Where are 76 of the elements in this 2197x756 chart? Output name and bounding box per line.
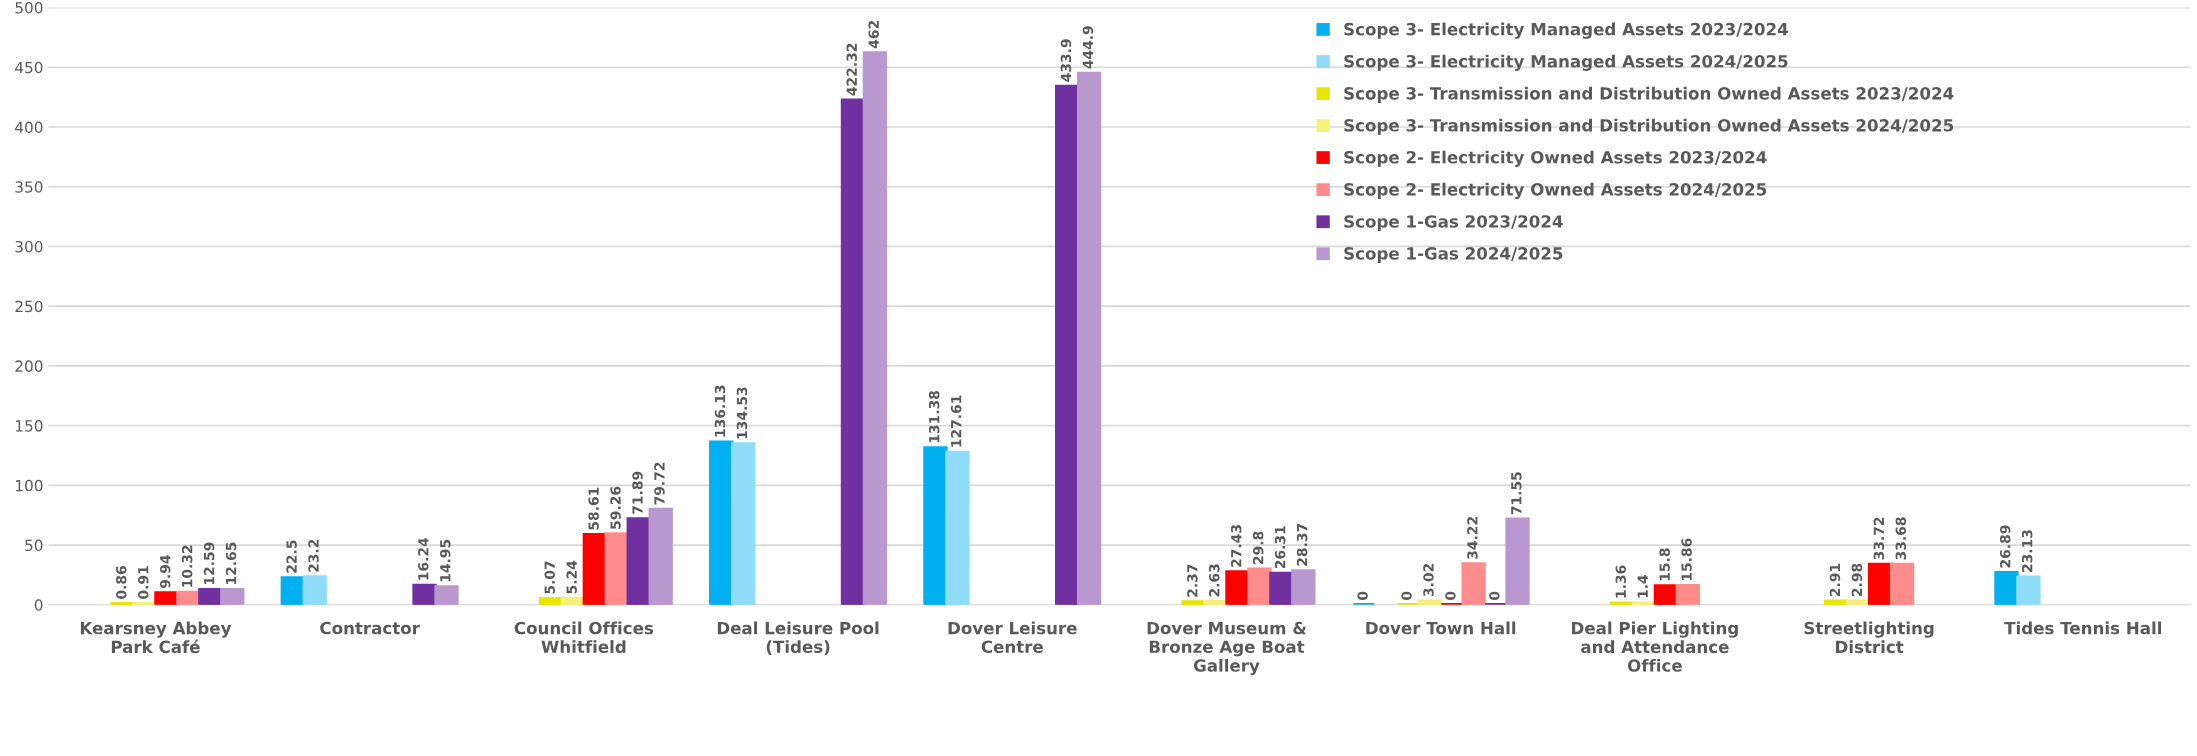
legend-label: Scope 3- Transmission and Distribution Owned Assets 2024/2025: [1344, 118, 1954, 135]
x-tick-label: Kearsney Abbey Park Café: [80, 621, 232, 654]
y-tick-label: 300: [15, 240, 43, 253]
data-label: 131.38: [928, 390, 940, 443]
data-label: 0: [1357, 591, 1368, 600]
data-label: 79.72: [654, 462, 665, 505]
y-tick-label: 0: [34, 599, 43, 611]
legend-label: Scope 3- Electricity Managed Assets 2023/2024: [1344, 22, 1788, 39]
data-label: 462: [868, 21, 879, 49]
y-tick-label: 500: [15, 2, 43, 14]
data-label: 58.61: [588, 487, 599, 530]
data-label: 2.91: [1829, 563, 1841, 597]
y-tick-label: 450: [15, 61, 43, 74]
data-label: 2.98: [1851, 563, 1863, 596]
data-label: 22.5: [286, 540, 297, 573]
data-label: 127.61: [950, 395, 962, 447]
x-tick-label: Streetlighting District: [1804, 621, 1934, 654]
y-tick-label: 250: [15, 300, 43, 313]
data-label: 71.55: [1511, 472, 1522, 515]
y-tick-label: 400: [15, 121, 43, 134]
data-label: 23.13: [2021, 530, 2033, 572]
x-tick-label: Deal Pier Lighting and Attendance Office: [1572, 621, 1738, 672]
x-tick-label: Tides Tennis Hall: [2004, 621, 2162, 635]
x-tick-label: Contractor: [320, 621, 420, 635]
data-label: 1.4: [1637, 575, 1648, 598]
data-label: 27.43: [1230, 525, 1242, 567]
data-label: 34.22: [1467, 517, 1478, 559]
data-label: 33.68: [1895, 517, 1907, 560]
y-tick-label: 150: [15, 420, 43, 432]
data-label: 0: [1401, 591, 1412, 600]
data-label: 26.31: [1274, 526, 1286, 569]
data-label: 3.02: [1423, 563, 1434, 597]
data-label: 15.8: [1659, 548, 1670, 581]
data-label: 134.53: [736, 387, 748, 439]
data-label: 422.32: [846, 43, 857, 96]
data-label: 1.36: [1615, 565, 1626, 598]
data-label: 12.59: [203, 542, 215, 585]
y-tick-label: 50: [25, 539, 43, 552]
legend-label: Scope 3- Electricity Managed Assets 2024/2025: [1344, 54, 1788, 71]
data-label: 0: [1489, 591, 1500, 600]
data-label: 12.65: [225, 542, 237, 584]
data-label: 0.91: [137, 566, 149, 599]
legend-label: Scope 2- Electricity Owned Assets 2024/2025: [1344, 182, 1767, 200]
data-label: 28.37: [1296, 523, 1308, 566]
y-tick-label: 200: [15, 360, 43, 372]
y-tick-label: 100: [15, 479, 43, 492]
data-label: 29.8: [1252, 531, 1264, 564]
data-label: 33.72: [1873, 517, 1885, 560]
data-label: 23.2: [308, 539, 319, 572]
data-label: 433.9: [1060, 39, 1072, 82]
data-label: 71.89: [632, 471, 643, 514]
legend-label: Scope 1-Gas 2024/2025: [1344, 247, 1563, 263]
data-label: 14.95: [440, 539, 451, 582]
legend-label: Scope 2- Electricity Owned Assets 2023/2024: [1344, 150, 1767, 167]
data-label: 5.07: [544, 561, 555, 594]
x-tick-label: Council Offices Whitfield: [514, 621, 654, 654]
y-tick-label: 350: [15, 181, 43, 193]
legend-label: Scope 3- Transmission and Distribution Owned Assets 2023/2024: [1344, 86, 1954, 103]
data-label: 0: [1445, 591, 1456, 600]
data-label: 10.32: [181, 545, 193, 587]
data-label: 2.63: [1209, 564, 1220, 597]
data-label: 444.9: [1082, 26, 1094, 69]
data-label: 59.26: [610, 486, 621, 529]
data-label: 5.24: [566, 560, 577, 594]
x-tick-label: Dover Museum & Bronze Age Boat Gallery: [1147, 621, 1307, 676]
data-label: 16.24: [418, 537, 429, 580]
data-label: 15.86: [1681, 538, 1692, 581]
data-label: 26.89: [1999, 525, 2011, 568]
x-tick-label: Dover Town Hall: [1366, 621, 1516, 635]
x-tick-label: Dover Leisure Centre: [948, 621, 1077, 654]
x-tick-label: Deal Leisure Pool (Tides): [717, 621, 879, 655]
data-label: 9.94: [159, 555, 171, 589]
legend-label: Scope 1-Gas 2023/2024: [1344, 215, 1563, 231]
data-label: 2.37: [1187, 564, 1198, 597]
data-label: 136.13: [714, 385, 726, 437]
data-label: 0.86: [116, 566, 127, 599]
